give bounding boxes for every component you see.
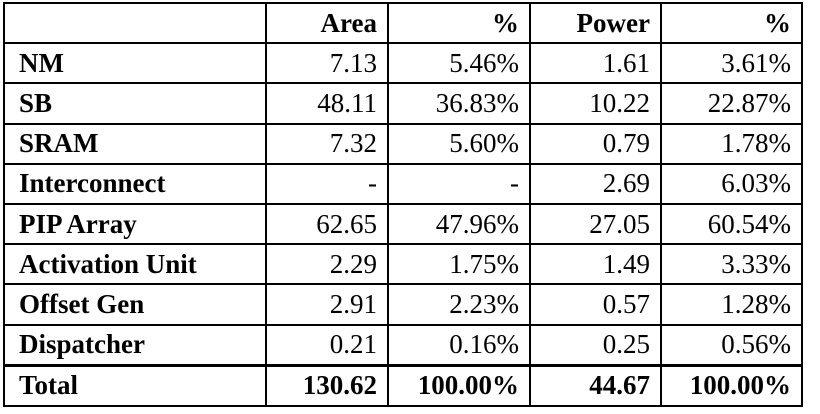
table-container: Area % Power % NM 7.13 5.46% 1.61 3.61% … [3, 1, 803, 407]
table-row: SB 48.11 36.83% 10.22 22.87% [3, 82, 803, 125]
area-percent: 0.16% [387, 323, 531, 367]
power-percent: 60.54% [660, 202, 803, 246]
total-area-percent: 100.00% [387, 363, 531, 407]
power-value: 1.49 [529, 243, 662, 286]
power-percent: 6.03% [660, 162, 803, 205]
area-percent: 2.23% [387, 283, 531, 326]
area-value: 2.91 [265, 283, 389, 326]
area-percent: 47.96% [387, 202, 531, 246]
area-value: 7.32 [265, 122, 389, 165]
area-power-table: Area % Power % NM 7.13 5.46% 1.61 3.61% … [3, 1, 803, 407]
row-label: Dispatcher [3, 323, 267, 367]
row-label: Interconnect [3, 162, 267, 205]
power-percent: 1.78% [660, 122, 803, 165]
power-percent: 0.56% [660, 323, 803, 367]
row-label: Activation Unit [3, 243, 267, 286]
table-row: PIP Array 62.65 47.96% 27.05 60.54% [3, 202, 803, 246]
power-percent: 3.61% [660, 42, 803, 85]
total-power-percent: 100.00% [660, 363, 803, 407]
power-value: 0.79 [529, 122, 662, 165]
area-percent: 36.83% [387, 82, 531, 125]
power-percent: 3.33% [660, 243, 803, 286]
area-percent: - [387, 162, 531, 205]
power-value: 0.25 [529, 323, 662, 367]
row-label: SRAM [3, 122, 267, 165]
table-row: Interconnect - - 2.69 6.03% [3, 162, 803, 205]
total-power: 44.67 [529, 363, 662, 407]
total-area: 130.62 [265, 363, 389, 407]
area-value: 48.11 [265, 82, 389, 125]
header-area-percent: % [387, 1, 531, 45]
power-value: 2.69 [529, 162, 662, 205]
table-row: Activation Unit 2.29 1.75% 1.49 3.33% [3, 243, 803, 286]
header-row: Area % Power % [3, 1, 803, 45]
area-percent: 5.60% [387, 122, 531, 165]
power-value: 1.61 [529, 42, 662, 85]
power-percent: 22.87% [660, 82, 803, 125]
power-value: 27.05 [529, 202, 662, 246]
power-percent: 1.28% [660, 283, 803, 326]
area-percent: 5.46% [387, 42, 531, 85]
header-power: Power [529, 1, 662, 45]
row-label: Offset Gen [3, 283, 267, 326]
power-value: 0.57 [529, 283, 662, 326]
area-value: 7.13 [265, 42, 389, 85]
header-component [3, 1, 267, 45]
total-row: Total 130.62 100.00% 44.67 100.00% [3, 363, 803, 407]
header-area: Area [265, 1, 389, 45]
area-percent: 1.75% [387, 243, 531, 286]
area-value: 2.29 [265, 243, 389, 286]
area-value: 62.65 [265, 202, 389, 246]
power-value: 10.22 [529, 82, 662, 125]
row-label: SB [3, 82, 267, 125]
table-row: Offset Gen 2.91 2.23% 0.57 1.28% [3, 283, 803, 326]
row-label: PIP Array [3, 202, 267, 246]
table-row: NM 7.13 5.46% 1.61 3.61% [3, 42, 803, 85]
area-value: 0.21 [265, 323, 389, 367]
table-row: Dispatcher 0.21 0.16% 0.25 0.56% [3, 323, 803, 367]
row-label: NM [3, 42, 267, 85]
header-power-percent: % [660, 1, 803, 45]
total-label: Total [3, 363, 267, 407]
area-value: - [265, 162, 389, 205]
table-row: SRAM 7.32 5.60% 0.79 1.78% [3, 122, 803, 165]
